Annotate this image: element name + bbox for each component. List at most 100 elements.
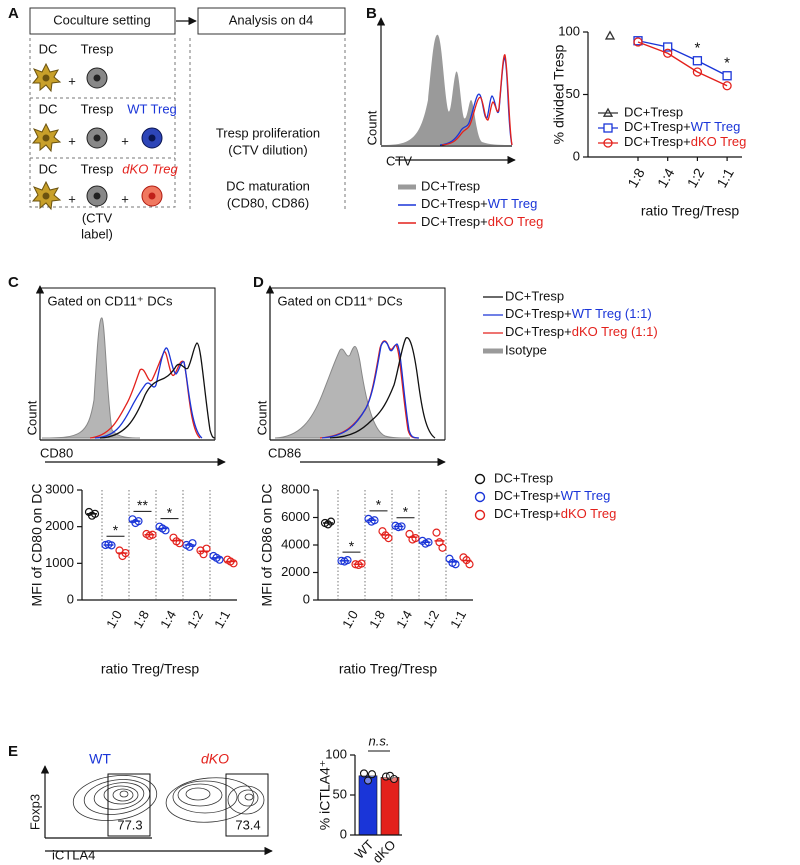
y-tick-label: 50 — [333, 786, 347, 801]
bar — [358, 775, 378, 836]
significance: * — [724, 55, 730, 72]
y-tick-label: 2000 — [281, 564, 310, 579]
box — [29, 7, 176, 35]
data-point — [90, 509, 100, 518]
histogram-fill — [41, 317, 141, 439]
legend-label: DC+Tresp+dKO Treg — [494, 506, 616, 521]
box-title: Coculture setting — [53, 12, 151, 27]
data-point — [367, 770, 377, 779]
y-axis-label: MFI of CD80 on DC — [29, 484, 45, 607]
y-tick-label: 6000 — [281, 509, 310, 524]
gate-label: Gated on CD11⁺ DCs — [277, 293, 403, 308]
marker — [603, 138, 613, 148]
histogram-line — [329, 337, 436, 439]
contour — [165, 777, 255, 823]
significance: n.s. — [369, 733, 390, 748]
data-point — [451, 560, 460, 569]
axis-label: Foxp3 — [27, 794, 42, 830]
y-tick-label: 100 — [558, 23, 580, 38]
legend-label: Isotype — [505, 342, 547, 357]
marker — [604, 30, 616, 40]
contour — [237, 789, 259, 807]
gate-value: 77.3 — [117, 817, 142, 832]
marker — [663, 48, 673, 58]
histogram-line — [321, 340, 420, 439]
marker — [722, 71, 732, 81]
marker — [633, 37, 643, 47]
readout: DC maturation — [226, 178, 310, 193]
legend-label: DC+Tresp — [624, 104, 683, 119]
box — [197, 7, 346, 35]
panel-label: A — [8, 5, 19, 22]
data-point — [326, 517, 336, 526]
panel-label: C — [8, 274, 19, 291]
significance: * — [113, 522, 119, 538]
marker — [722, 81, 732, 91]
data-point — [229, 559, 238, 568]
significance: * — [403, 503, 409, 519]
legend-label: DC+Tresp+WT Treg — [421, 196, 537, 211]
y-tick-label: 8000 — [281, 481, 310, 496]
histogram-fill — [383, 34, 512, 145]
x-tick-label: 1:2 — [420, 608, 442, 631]
nucleus — [93, 134, 101, 142]
x-tick-label: 1:2 — [184, 608, 206, 631]
series-line — [637, 40, 728, 77]
marker — [692, 56, 703, 66]
cell-label: Tresp — [81, 101, 114, 116]
cell-label: DC — [39, 161, 58, 176]
x-tick-label: dKO — [370, 837, 399, 865]
data-point — [202, 544, 211, 553]
legend-label: DC+Tresp+WT Treg — [624, 119, 740, 134]
y-tick-label: 1000 — [45, 555, 74, 570]
readout: Tresp proliferation — [216, 125, 320, 140]
legend-marker — [474, 491, 486, 503]
x-tick-label: 1:0 — [339, 608, 361, 631]
x-tick-label: 1:1 — [447, 608, 469, 631]
flow-plots: WT dKO 77.3 73.4 Foxp3 iCTLA4 — [27, 751, 273, 862]
marker — [602, 107, 614, 117]
legend-label: DC+Tresp+WT Treg (1:1) — [505, 306, 652, 321]
contour — [172, 780, 238, 814]
contour — [244, 793, 254, 801]
cell-label: DC — [39, 41, 58, 56]
x-tick-label: 1:0 — [103, 608, 125, 631]
frame — [270, 287, 446, 440]
nucleus — [93, 192, 101, 200]
legend-marker — [474, 509, 486, 521]
data-point — [465, 560, 474, 569]
box-title: Analysis on d4 — [229, 12, 314, 27]
gate-label: Gated on CD11⁺ DCs — [47, 293, 173, 308]
plus: + — [121, 191, 129, 206]
contour — [177, 783, 223, 807]
x-tick-label: 1:1 — [211, 608, 233, 631]
legend-label: DC+Tresp — [494, 470, 553, 485]
legend-label: DC+Tresp+dKO Treg — [624, 134, 746, 149]
dc-icon — [32, 181, 61, 210]
data-point — [343, 556, 352, 565]
marker — [692, 67, 703, 77]
data-point — [351, 560, 360, 569]
significance: * — [376, 497, 382, 513]
data-point — [337, 556, 346, 565]
x-tick-label: 1:4 — [393, 608, 415, 631]
histogram-fill — [274, 346, 411, 439]
marker — [603, 123, 613, 133]
data-point — [363, 776, 373, 785]
ctv-label: (CTV — [82, 210, 113, 225]
legend-label: DC+Tresp — [421, 178, 480, 193]
y-tick-label: 50 — [566, 86, 580, 101]
plot-title: dKO — [201, 751, 229, 767]
cell-label: DC — [39, 101, 58, 116]
plus: + — [68, 133, 76, 148]
significance: * — [349, 538, 355, 554]
legend-label: DC+Tresp+dKO Treg — [421, 214, 543, 229]
panel-label: B — [366, 5, 377, 22]
plus: + — [68, 73, 76, 88]
gate-value: 73.4 — [235, 817, 260, 832]
y-tick-label: 4000 — [281, 536, 310, 551]
data-point — [357, 559, 366, 568]
legend-label: DC+Tresp+WT Treg — [494, 488, 610, 503]
